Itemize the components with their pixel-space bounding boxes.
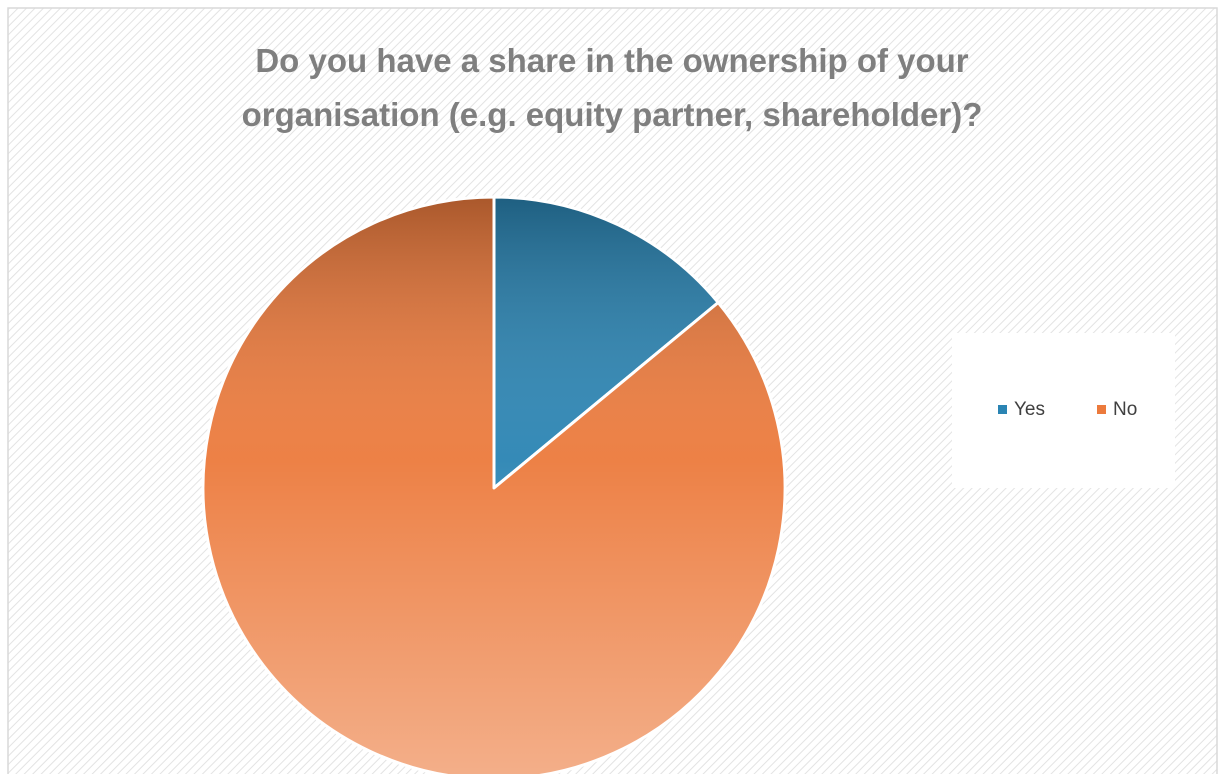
slice-shading	[201, 195, 787, 774]
legend-marker	[998, 405, 1007, 414]
chart-title: Do you have a share in the ownership of …	[241, 42, 983, 133]
legend-marker	[1097, 405, 1106, 414]
legend-label: No	[1113, 399, 1137, 420]
legend-box	[952, 333, 1175, 488]
slice-shading	[492, 195, 720, 490]
legend-label: Yes	[1014, 399, 1045, 420]
